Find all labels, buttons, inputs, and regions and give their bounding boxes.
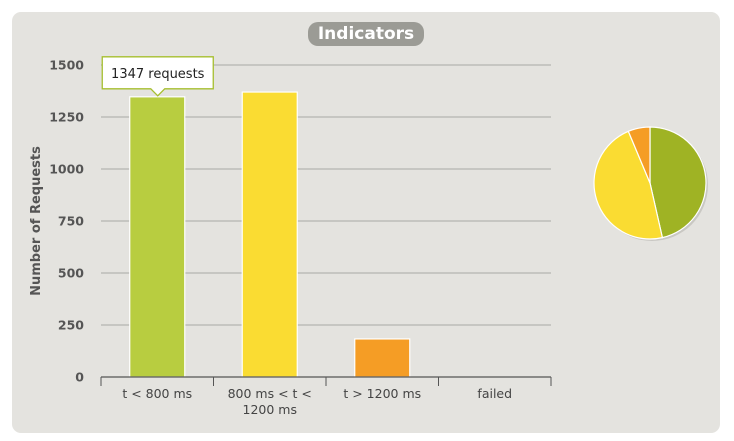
- bar-tooltip: 1347 requests: [101, 56, 214, 97]
- x-tick-label-line: failed: [477, 386, 512, 401]
- x-tick-label: 800 ms < t <1200 ms: [228, 386, 312, 417]
- tooltip-text: 1347 requests: [111, 67, 205, 82]
- x-tick-label: failed: [477, 386, 512, 401]
- x-tick-label-line: t < 800 ms: [122, 386, 192, 401]
- y-tick-label: 1500: [49, 58, 84, 73]
- y-axis-title: Number of Requests: [29, 146, 44, 296]
- chart-title: Indicators: [308, 22, 424, 46]
- tooltip-box: [101, 56, 214, 97]
- x-tick-label: t > 1200 ms: [343, 386, 421, 401]
- x-axis: [100, 376, 552, 386]
- y-tick-label: 750: [58, 214, 84, 229]
- pie-chart: [593, 126, 708, 241]
- bar: [241, 91, 298, 378]
- pie-slice: [627, 126, 651, 184]
- y-tick-label: 0: [75, 370, 84, 385]
- x-tick-labels: t < 800 ms 800 ms < t <1200 ms t > 1200 ms…: [122, 386, 512, 417]
- y-tick-labels: 0 250 500 750 1000 1250 1500: [49, 58, 84, 385]
- x-tick-label-line: 1200 ms: [243, 402, 297, 417]
- pie-slice: [649, 126, 707, 239]
- y-tick-label: 500: [58, 266, 84, 281]
- bars: [129, 91, 411, 378]
- bar: [354, 338, 411, 378]
- y-tick-label: 1000: [49, 162, 84, 177]
- pie-slice: [593, 130, 664, 240]
- y-tick-label: 250: [58, 318, 84, 333]
- x-tick-label-line: 800 ms < t <: [228, 386, 312, 401]
- bar: [129, 96, 186, 378]
- x-tick-label: t < 800 ms: [122, 386, 192, 401]
- x-tick-label-line: t > 1200 ms: [343, 386, 421, 401]
- y-tick-label: 1250: [49, 110, 84, 125]
